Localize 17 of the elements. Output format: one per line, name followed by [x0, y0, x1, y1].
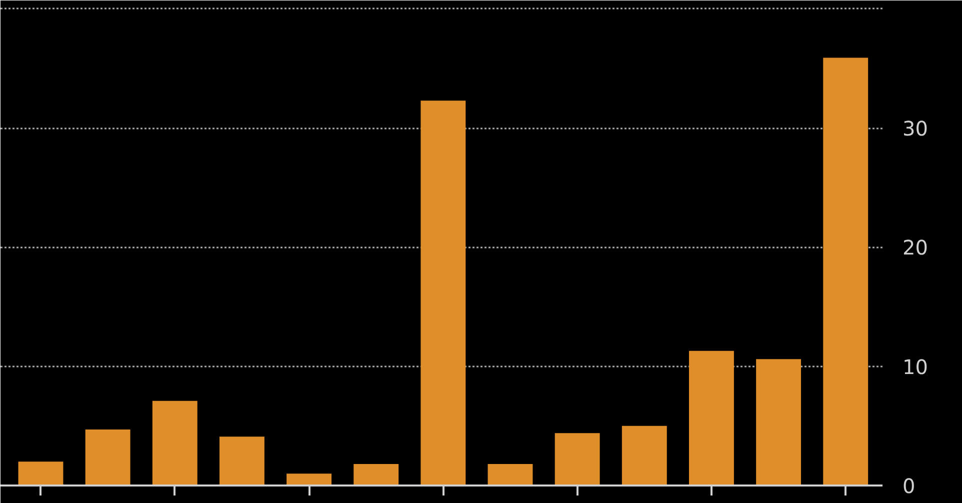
y-tick-label: 0: [902, 474, 916, 498]
bar: [286, 474, 332, 486]
bar: [18, 462, 64, 486]
bar: [488, 464, 533, 486]
y-tick-label: 10: [902, 354, 928, 379]
bar: [152, 400, 198, 486]
bar: [219, 436, 264, 486]
y-tick-label: 30: [902, 116, 928, 141]
bar: [823, 58, 868, 486]
bar: [85, 429, 130, 486]
bar: [354, 464, 399, 486]
bar: [688, 350, 734, 486]
bar: [622, 426, 667, 486]
y-tick-label: 20: [902, 236, 928, 260]
bar: [756, 359, 802, 486]
bar: [554, 433, 600, 486]
bar: [420, 100, 466, 486]
